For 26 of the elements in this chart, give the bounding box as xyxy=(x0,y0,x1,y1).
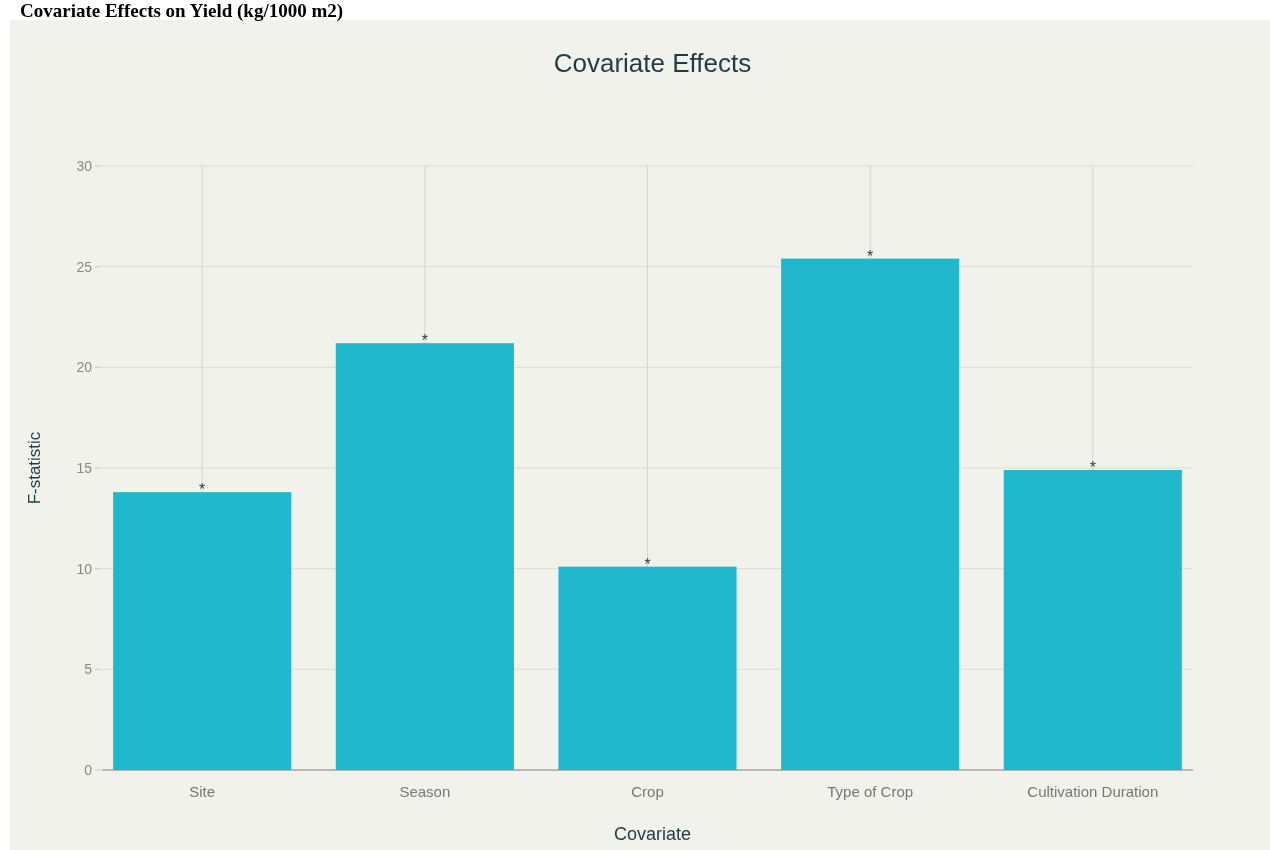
y-tick-label: 20 xyxy=(76,359,93,376)
bar xyxy=(335,343,514,770)
y-tick-label: 10 xyxy=(76,560,93,577)
bar xyxy=(558,566,737,770)
bar xyxy=(1003,470,1182,770)
chart-title: Covariate Effects on Yield (kg/1000 m2) xyxy=(20,0,344,22)
annotation: * xyxy=(867,247,874,265)
x-tick-label: Type of Crop xyxy=(827,783,914,800)
y-tick-label: 25 xyxy=(76,258,93,275)
y-tick-label: 30 xyxy=(76,157,93,174)
y-tick-label: 5 xyxy=(84,661,93,678)
annotation: * xyxy=(199,481,206,499)
annotation: * xyxy=(644,555,651,573)
x-tick-label: Cultivation Duration xyxy=(1027,783,1159,800)
chart-subtitle: Covariate Effects xyxy=(553,48,752,78)
x-tick-label: Site xyxy=(189,783,216,800)
y-tick-label: 0 xyxy=(84,761,93,778)
bar xyxy=(781,258,960,770)
x-axis-title: Covariate xyxy=(613,824,692,844)
y-axis-title: F-statistic xyxy=(25,431,44,505)
x-tick-label: Crop xyxy=(631,783,664,800)
annotation: * xyxy=(1089,459,1096,477)
bar xyxy=(113,492,292,770)
x-tick-label: Season xyxy=(399,783,451,800)
annotation: * xyxy=(421,332,428,350)
y-tick-label: 15 xyxy=(76,459,93,476)
